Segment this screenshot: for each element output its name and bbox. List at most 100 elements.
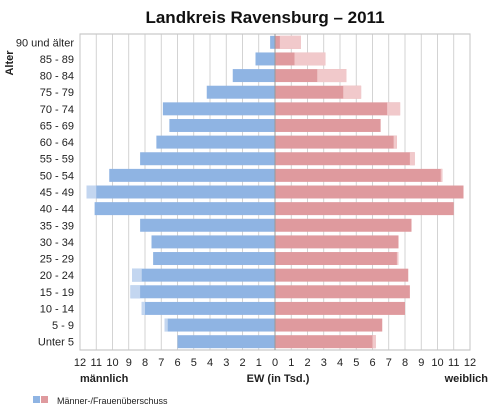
male-surplus-bar: [132, 268, 142, 282]
male-bar: [130, 285, 275, 299]
x-tick-label: 12: [464, 357, 476, 369]
female-surplus-bar: [396, 252, 399, 266]
y-tick-label: 15 - 19: [40, 287, 74, 299]
female-bar: [275, 252, 399, 266]
female-surplus-bar: [279, 35, 301, 49]
female-bar: [275, 318, 383, 332]
female-surplus-bar: [440, 168, 443, 182]
y-tick-label: 30 - 34: [40, 237, 74, 249]
female-bar: [275, 268, 409, 282]
male-bar: [270, 35, 275, 49]
y-tick-label: 85 - 89: [40, 54, 74, 66]
y-tick-label: 25 - 29: [40, 254, 74, 266]
male-surplus-bar: [130, 285, 141, 299]
x-tick-label: 11: [91, 357, 102, 369]
female-surplus-bar: [294, 52, 326, 66]
y-tick-label: 80 - 84: [40, 71, 74, 83]
female-bar: [275, 285, 410, 299]
y-tick-label: 70 - 74: [40, 104, 74, 116]
y-axis-label: Alter: [4, 50, 16, 76]
male-bar: [177, 335, 275, 349]
x-tick-label: 1: [256, 357, 262, 369]
legend-swatch-female: [41, 396, 48, 403]
female-bar: [275, 102, 401, 116]
female-bar: [275, 135, 397, 149]
x-tick-label: 2: [239, 357, 245, 369]
female-surplus-bar: [343, 85, 362, 99]
male-bar: [153, 252, 275, 266]
male-bar: [109, 168, 275, 182]
y-tick-label: 55 - 59: [40, 154, 74, 166]
y-tick-label: 20 - 24: [40, 270, 74, 282]
male-bar: [232, 69, 275, 83]
female-surplus-bar: [317, 69, 347, 83]
y-tick-label: 65 - 69: [40, 120, 74, 132]
x-tick-label: 3: [223, 357, 229, 369]
x-tick-label: 4: [207, 357, 213, 369]
male-bar: [94, 202, 275, 216]
female-bar: [275, 218, 412, 232]
male-bar: [86, 185, 275, 199]
legend-swatch-male: [33, 396, 40, 403]
female-bar: [275, 235, 399, 249]
x-tick-label: 7: [158, 357, 164, 369]
chart-title: Landkreis Ravensburg – 2011: [145, 8, 384, 27]
y-tick-label: 90 und älter: [16, 37, 74, 49]
x-tick-label: 7: [386, 357, 392, 369]
y-tick-label: 50 - 54: [40, 170, 74, 182]
female-surplus-bar: [372, 335, 376, 349]
y-tick-label: 10 - 14: [40, 303, 74, 315]
y-tick-label: 45 - 49: [40, 187, 74, 199]
male-bar: [132, 268, 275, 282]
x-tick-label: 8: [402, 357, 408, 369]
male-label: männlich: [80, 373, 129, 385]
x-tick-label: 10: [106, 357, 118, 369]
male-surplus-bar: [164, 318, 168, 332]
x-tick-label: 12: [74, 357, 86, 369]
x-tick-label: 2: [304, 357, 310, 369]
male-bar: [151, 235, 275, 249]
female-bar: [275, 335, 376, 349]
female-surplus-bar: [409, 152, 415, 166]
female-surplus-bar: [387, 102, 401, 116]
male-bar: [141, 301, 275, 315]
female-bar: [275, 85, 362, 99]
x-tick-label: 1: [288, 357, 294, 369]
x-tick-label: 9: [126, 357, 132, 369]
y-tick-label: 5 - 9: [52, 320, 74, 332]
female-bar: [275, 202, 454, 216]
x-tick-label: 5: [353, 357, 359, 369]
x-tick-label: 6: [369, 357, 375, 369]
x-tick-label: 5: [191, 357, 197, 369]
female-bar: [275, 168, 443, 182]
male-bar: [162, 102, 275, 116]
y-tick-label: 75 - 79: [40, 87, 74, 99]
x-tick-label: 9: [418, 357, 424, 369]
male-bar: [156, 135, 275, 149]
x-tick-label: 4: [337, 357, 343, 369]
female-bar: [275, 301, 405, 315]
male-bar: [169, 118, 275, 132]
x-tick-label: 11: [448, 357, 459, 369]
legend-label: Männer-/Frauenüberschuss: [57, 396, 168, 406]
x-tick-label: 8: [142, 357, 148, 369]
y-tick-label: Unter 5: [38, 337, 74, 349]
x-tick-label: 3: [321, 357, 327, 369]
male-bar: [255, 52, 275, 66]
x-tick-label: 10: [431, 357, 443, 369]
male-bar: [140, 152, 275, 166]
x-tick-label: 6: [174, 357, 180, 369]
female-surplus-bar: [393, 135, 397, 149]
male-surplus-bar: [86, 185, 97, 199]
female-bar: [275, 118, 381, 132]
female-bar: [275, 152, 415, 166]
y-tick-label: 60 - 64: [40, 137, 74, 149]
male-bar: [140, 218, 275, 232]
male-bar: [164, 318, 275, 332]
x-tick-label: 0: [272, 357, 278, 369]
male-surplus-bar: [141, 301, 145, 315]
female-bar: [275, 185, 464, 199]
